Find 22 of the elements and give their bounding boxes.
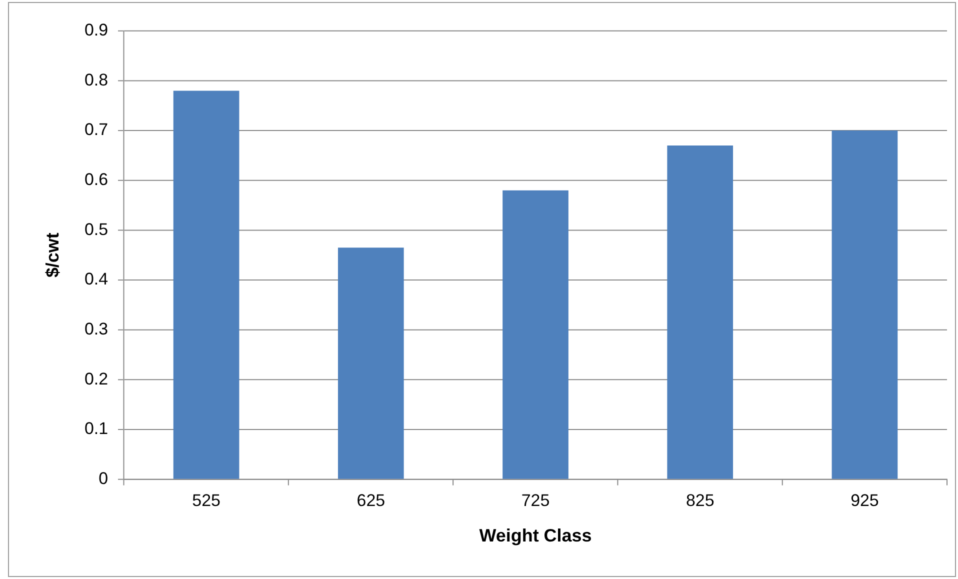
y-tick-label: 0.3 (84, 320, 108, 339)
x-axis-title: Weight Class (479, 525, 592, 546)
x-tick-label: 625 (356, 491, 386, 510)
x-tick-label: 725 (521, 491, 550, 510)
y-tick-label: 0.5 (84, 220, 108, 239)
y-tick-label: 0.7 (84, 120, 108, 140)
y-tick-label: 0.4 (84, 270, 108, 289)
y-tick-label: 0.9 (84, 20, 108, 40)
bar (502, 190, 568, 479)
y-tick-label: 0.2 (84, 369, 108, 388)
y-tick-label: 0.1 (84, 419, 108, 438)
bar (338, 248, 404, 479)
bar (832, 130, 898, 479)
y-tick-label: 0.8 (84, 70, 108, 90)
x-tick-label: 925 (850, 491, 879, 510)
x-tick-label: 825 (686, 491, 714, 510)
y-tick-label: 0 (98, 469, 108, 488)
x-tick-label: 525 (192, 491, 220, 510)
bar (667, 146, 734, 479)
y-tick-label: 0.6 (84, 170, 108, 190)
bar (173, 90, 240, 479)
y-axis-title: $/cwt (42, 232, 63, 278)
